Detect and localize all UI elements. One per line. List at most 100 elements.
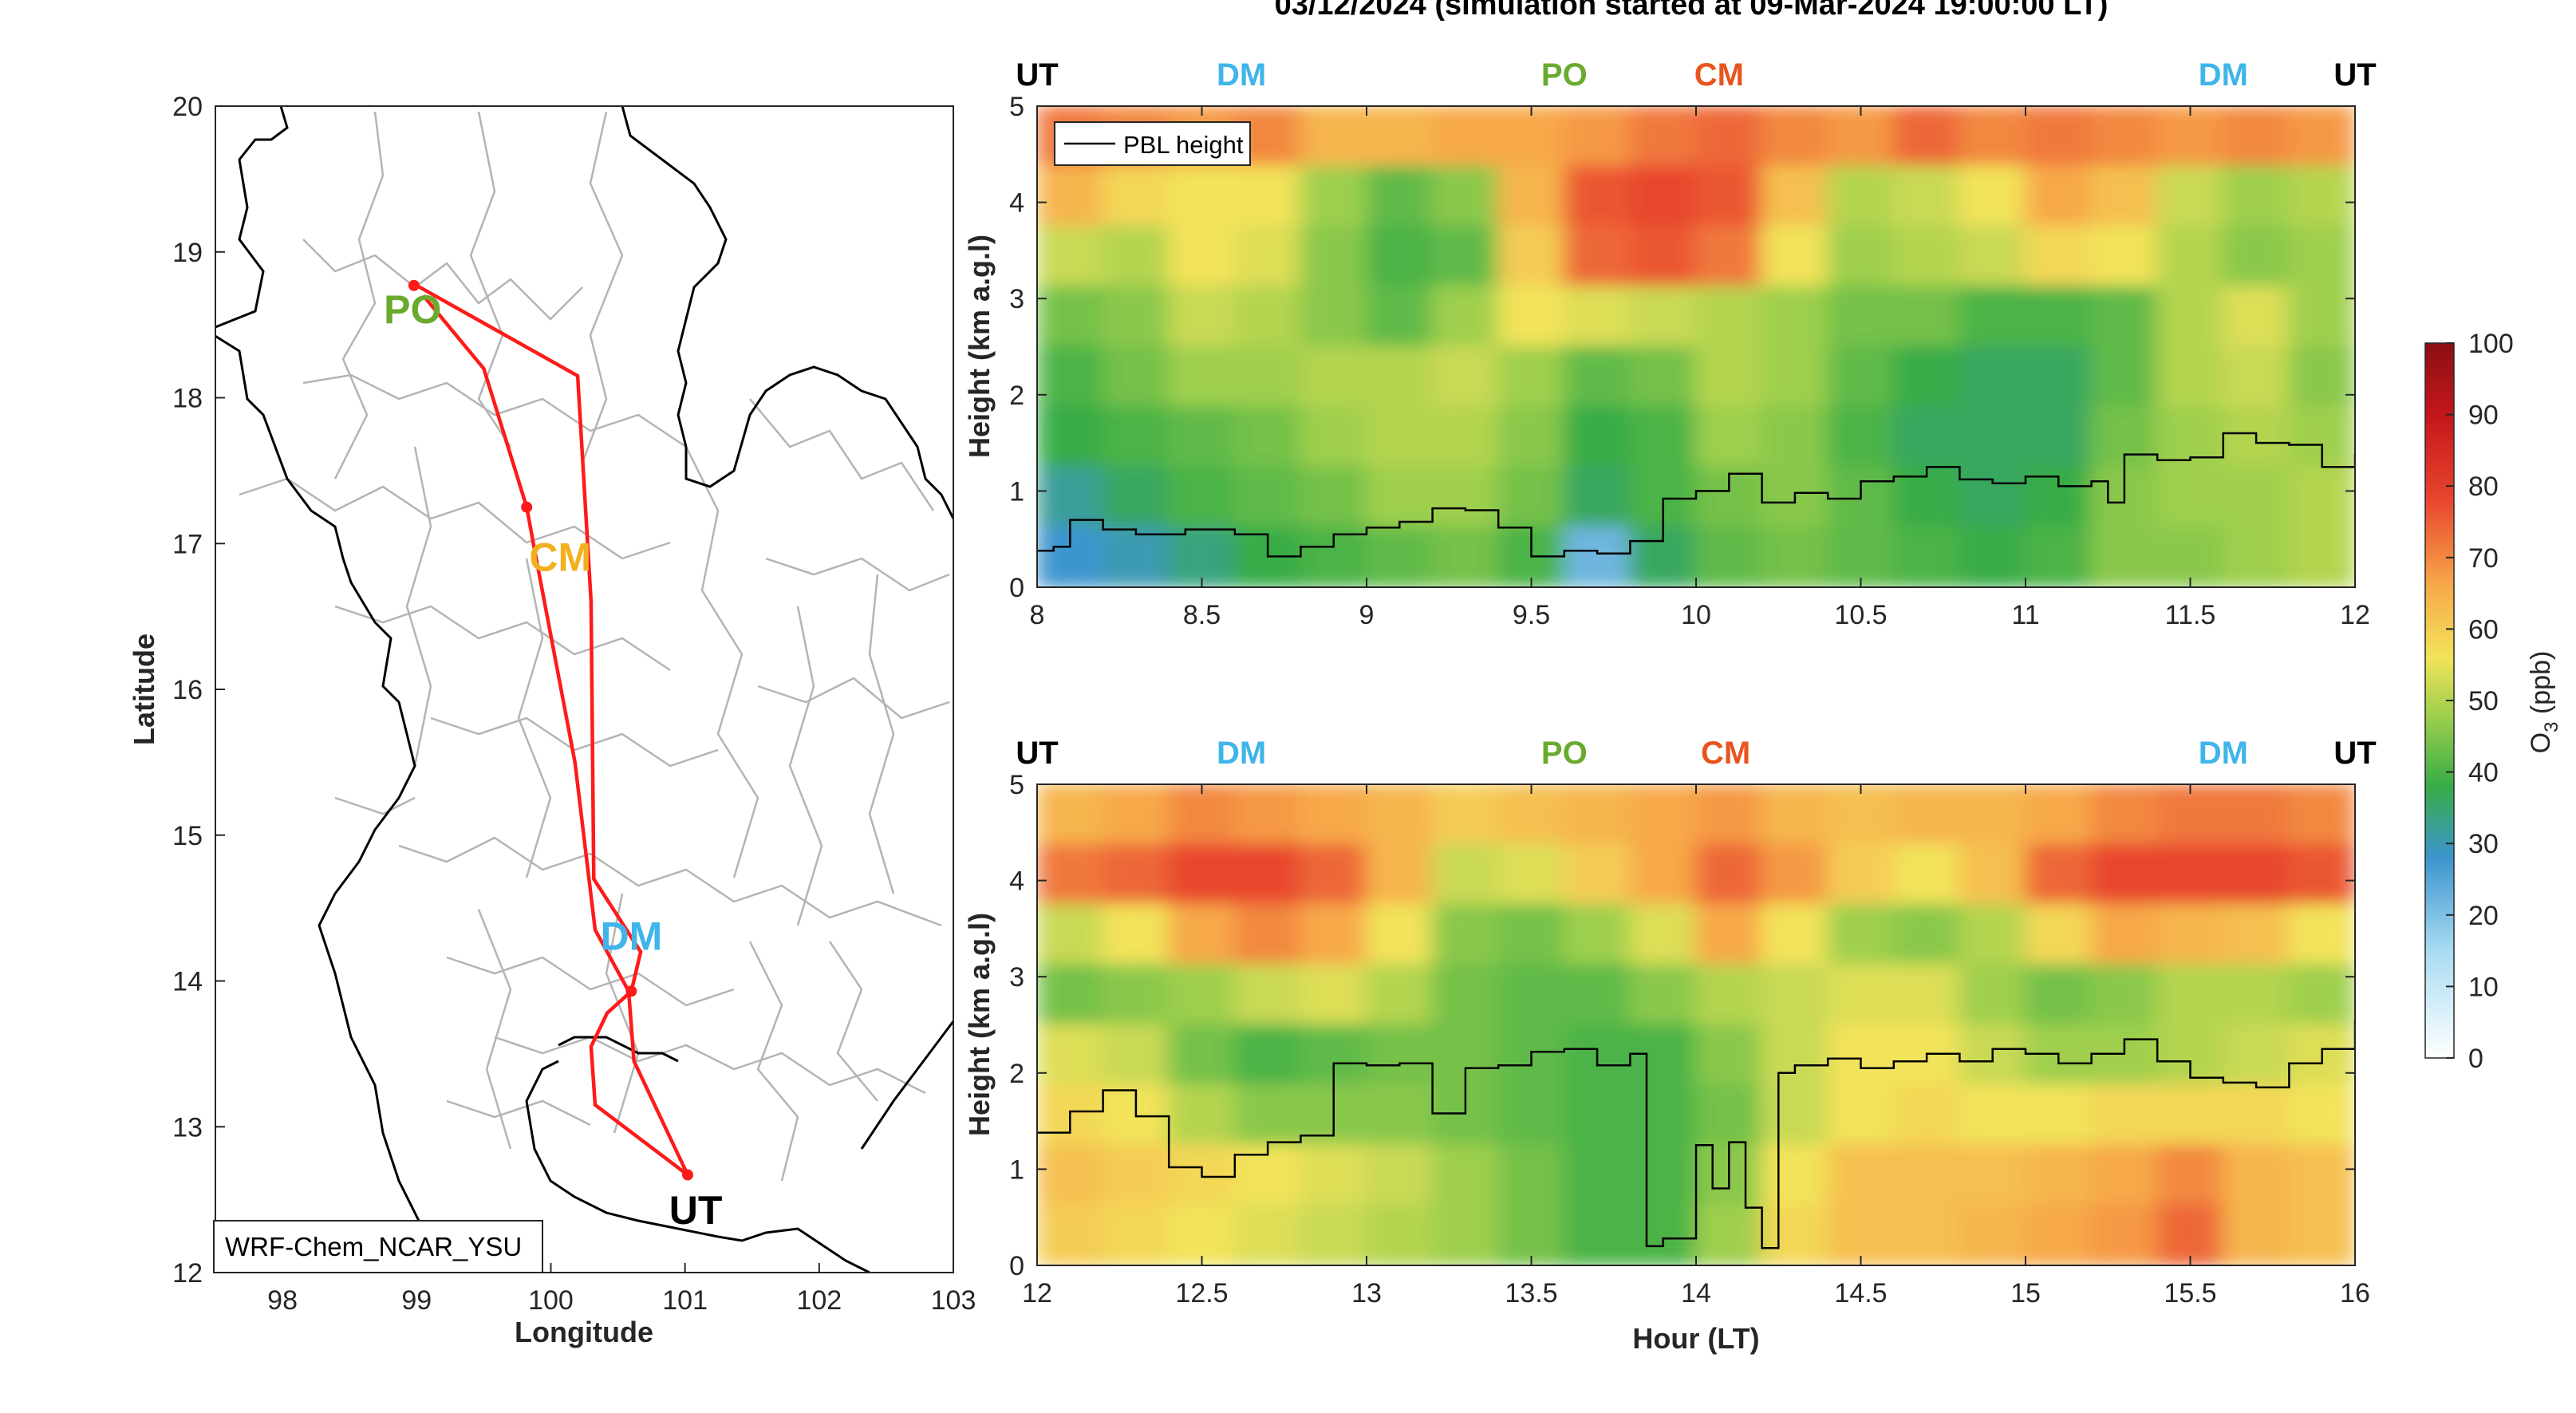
site-label-ut: UT — [2333, 736, 2376, 771]
heatmap-cell — [1102, 345, 1170, 408]
heatmap-cell — [2090, 1024, 2159, 1086]
heatmap-cell — [1233, 345, 1302, 408]
heatmap-cell — [1761, 1204, 1829, 1265]
colorbar-label-base: O — [2526, 732, 2556, 753]
colorbar-tick-label: 60 — [2468, 614, 2499, 645]
heatmap-cell — [1300, 843, 1367, 906]
heatmap-cell — [2222, 345, 2290, 408]
heatmap-cell — [1563, 1204, 1631, 1265]
bottom-panel-site-labels: UT DM PO CM DM UT — [1016, 736, 2376, 771]
xtick-label: 9 — [1359, 600, 1375, 630]
heatmap-cell — [1168, 225, 1236, 288]
map-ytick-label: 16 — [172, 675, 203, 705]
heatmap-cell — [1102, 1204, 1170, 1265]
xtick-label: 9.5 — [1513, 600, 1550, 630]
heatmap-cell — [2025, 784, 2093, 846]
heatmap-cell — [1168, 466, 1236, 528]
heatmap-cell — [1563, 843, 1631, 906]
heatmap-cell — [2090, 225, 2159, 288]
heatmap-cell — [2222, 1144, 2290, 1206]
heatmap-cell — [2025, 526, 2093, 587]
heatmap-cell — [2025, 843, 2093, 906]
xtick-label: 12 — [2340, 600, 2370, 630]
heatmap-cell — [1102, 964, 1170, 1026]
heatmap-cell — [1761, 165, 1829, 227]
map-axes-box — [215, 106, 953, 1273]
heatmap-cell — [2090, 1083, 2159, 1147]
heatmap-cell — [2025, 903, 2093, 966]
heatmap-cell — [1366, 225, 1434, 288]
heatmap-cell — [1563, 526, 1631, 587]
heatmap-cell — [1102, 784, 1170, 846]
heatmap-cell — [1037, 225, 1104, 288]
heatmap-cell — [1037, 843, 1104, 906]
country-borders — [215, 106, 953, 1273]
xtick-label: 12.5 — [1175, 1278, 1228, 1308]
heatmap-cell — [1827, 526, 1895, 587]
colorbar-tick-label: 90 — [2468, 401, 2499, 431]
heatmap-cell — [1102, 903, 1170, 966]
heatmap-cell — [1233, 843, 1302, 906]
heatmap-cell — [1168, 286, 1236, 348]
heatmap-cell — [1102, 286, 1170, 348]
ytick-label: 1 — [1009, 1154, 1024, 1185]
heatmap-cell — [1629, 1024, 1697, 1086]
map-xtick-label: 99 — [401, 1285, 432, 1316]
heatmap-cell — [1102, 526, 1170, 587]
heatmap-cell — [1366, 1083, 1434, 1147]
xtick-label: 8 — [1030, 600, 1045, 630]
ytick-label: 5 — [1009, 92, 1024, 122]
heatmap-cell — [1168, 526, 1236, 587]
pbl-legend: PBL height — [1054, 121, 1251, 166]
heatmap-cell — [1300, 1144, 1367, 1206]
heatmap-cell — [1233, 405, 1302, 468]
heatmap-cell — [2156, 903, 2224, 966]
site-label-ut: UT — [1016, 736, 1058, 771]
heatmap-cell — [1827, 286, 1895, 348]
heatmap-cell — [1761, 345, 1829, 408]
heatmap-cell — [1629, 1204, 1697, 1265]
heatmap-cell — [1892, 405, 1961, 468]
heatmap-cell — [1892, 843, 1961, 906]
heatmap-cell — [1629, 405, 1697, 468]
map-ytick-label: 19 — [172, 238, 203, 268]
map-site-label-po: PO — [384, 287, 441, 332]
heatmap-cell — [2156, 286, 2224, 348]
heatmap-cell — [1761, 1083, 1829, 1147]
heatmap-cell — [2025, 345, 2093, 408]
heatmap-cell — [1497, 286, 1565, 348]
colorbar-label-rest: (ppb) — [2526, 651, 2556, 722]
heatmap-cell — [1563, 225, 1631, 288]
heatmap-cell — [2288, 964, 2355, 1026]
heatmap-cell — [1431, 345, 1500, 408]
heatmap-cell — [1827, 1144, 1895, 1206]
heatmap-cell — [1892, 106, 1961, 168]
heatmap-cell — [1892, 903, 1961, 966]
heatmap-cell — [1563, 1144, 1631, 1206]
heatmap-cell — [2156, 964, 2224, 1026]
heatmap-cell — [2288, 1144, 2355, 1206]
heatmap-cell — [1959, 526, 2026, 587]
heatmap-cell — [2288, 286, 2355, 348]
map-ytick-label: 14 — [172, 967, 203, 997]
heatmap-cell — [1563, 1083, 1631, 1147]
ytick-label: 0 — [1009, 1251, 1024, 1281]
heatmap-cell — [1168, 1204, 1236, 1265]
heatmap-cell — [1431, 964, 1500, 1026]
heatmap-cell — [1497, 964, 1565, 1026]
heatmap-cell — [1695, 286, 1763, 348]
heatmap-cell — [1233, 225, 1302, 288]
heatmap-cell — [1695, 405, 1763, 468]
map-site-label-ut: UT — [669, 1188, 723, 1233]
figure-title: 03/12/2024 (simulation started at 09-Mar… — [1275, 0, 2109, 22]
top-o3-heatmap — [1037, 106, 2355, 587]
heatmap-cell — [1497, 1204, 1565, 1265]
map-xtick-label: 103 — [931, 1285, 976, 1316]
site-label-dm: DM — [2199, 736, 2248, 771]
heatmap-cell — [1366, 1204, 1434, 1265]
heatmap-cell — [2156, 843, 2224, 906]
heatmap-cell — [1959, 1083, 2026, 1147]
heatmap-cell — [1563, 903, 1631, 966]
heatmap-cell — [1827, 903, 1895, 966]
heatmap-cell — [1497, 784, 1565, 846]
